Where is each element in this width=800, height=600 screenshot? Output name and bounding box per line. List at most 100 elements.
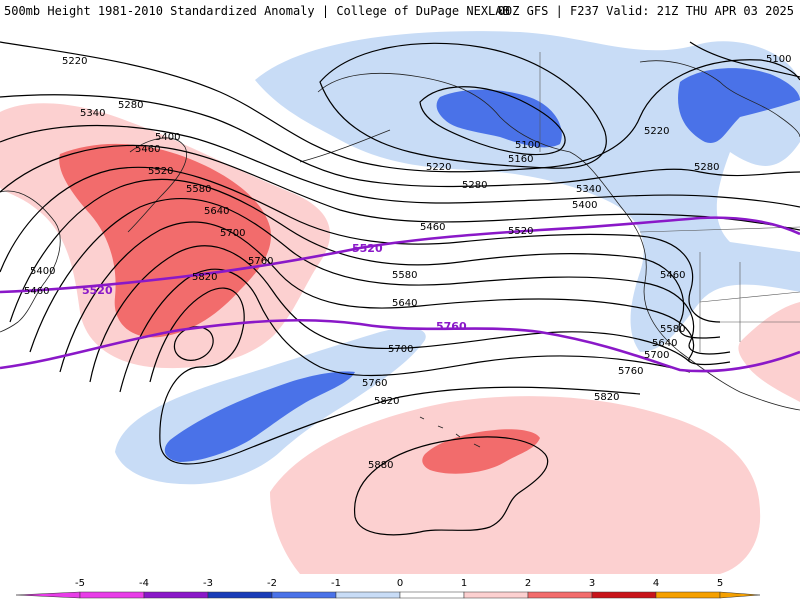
- legend-tick-label: -1: [331, 578, 341, 589]
- contour-label: 5760: [618, 366, 643, 377]
- contour-label: 5880: [368, 460, 393, 471]
- contour-label: 5700: [220, 228, 245, 239]
- header-product-title: 500mb Height 1981-2010 Standardized Anom…: [4, 4, 510, 18]
- positive-anomaly-region-central-pacific: [270, 396, 761, 574]
- contour-label: 5400: [572, 200, 597, 211]
- negative-anomaly-region-alaska-core: [436, 89, 562, 148]
- anomaly-map: 5220 5280 5340 5400 5460 5520 5580 5640 …: [0, 31, 800, 574]
- coastlines: [0, 60, 800, 448]
- legend-color-swatch: [143, 591, 209, 599]
- contour-label: 5700: [388, 344, 413, 355]
- legend-arrow-high: [719, 591, 761, 599]
- coastline-alaska: [317, 72, 800, 411]
- contour-label: 5400: [30, 266, 55, 277]
- coastline-asia: [0, 190, 61, 333]
- highlight-contour-label: 5520: [82, 284, 113, 297]
- highlight-labels: 5520 5520 5760: [82, 242, 467, 333]
- political-borders: [539, 52, 800, 352]
- highlight-contour-5760: [0, 318, 800, 373]
- legend-color-swatch: [591, 591, 657, 599]
- contour-label: 5640: [204, 206, 229, 217]
- contour-label: 5820: [374, 396, 399, 407]
- contour-label: 5220: [644, 126, 669, 137]
- legend-tick-label: 5: [717, 578, 723, 589]
- contour-label: 5580: [660, 324, 685, 335]
- contour-label: 5760: [362, 378, 387, 389]
- legend-color-swatch: [207, 591, 273, 599]
- border-us-canada: [639, 226, 800, 233]
- positive-anomaly-region-east: [738, 302, 800, 402]
- contour-labels: 5220 5280 5340 5400 5460 5520 5580 5640 …: [24, 54, 791, 471]
- contour-label: 5460: [660, 270, 685, 281]
- negative-anomaly-region-alaska: [255, 31, 800, 353]
- contour-label: 5100: [515, 140, 540, 151]
- legend-color-swatch: [335, 591, 401, 599]
- contour-5340: [0, 124, 800, 208]
- anomaly-legend: -5 -4 -3 -2 -1 0 1 2 3 4 5: [0, 574, 800, 600]
- legend-tick-label: 0: [397, 578, 403, 589]
- contour-label: 5820: [192, 272, 217, 283]
- contour-5640: [59, 221, 731, 373]
- contour-5100-alaska: [419, 86, 566, 156]
- legend-tick-label: 4: [653, 578, 659, 589]
- legend-tick-label: -2: [267, 578, 277, 589]
- contour-label: 5520: [148, 166, 173, 177]
- contour-label: 5520: [508, 226, 533, 237]
- contour-label: 5760: [248, 256, 273, 267]
- anomaly-shading: [0, 31, 800, 574]
- contour-label: 5460: [135, 144, 160, 155]
- legend-color-swatch: [79, 591, 145, 599]
- coastline-hudson: [639, 60, 800, 138]
- contour-label: 5220: [426, 162, 451, 173]
- contour-5460: [0, 166, 721, 323]
- contour-5820: [149, 287, 641, 465]
- contour-label: 5340: [80, 108, 105, 119]
- coastline-kamchatka: [127, 137, 187, 233]
- coastline-hawaii: [419, 416, 481, 448]
- legend-tick-label: 1: [461, 578, 467, 589]
- state-lines: [699, 252, 800, 352]
- legend-tick-labels: -5 -4 -3 -2 -1 0 1 2 3 4 5: [75, 578, 723, 589]
- legend-tick-label: 2: [525, 578, 531, 589]
- legend-tick-label: -4: [139, 578, 149, 589]
- contour-label: 5460: [24, 286, 49, 297]
- legend-tick-label: 3: [589, 578, 595, 589]
- legend-color-swatch: [463, 591, 529, 599]
- negative-anomaly-region-pacific-core: [164, 371, 355, 462]
- contour-label: 5280: [462, 180, 487, 191]
- legend-tick-label: -5: [75, 578, 85, 589]
- contour-label: 5220: [62, 56, 87, 67]
- highlight-contours: [0, 216, 800, 373]
- contour-label: 5580: [186, 184, 211, 195]
- contour-label: 5820: [594, 392, 619, 403]
- header-model-valid-time: 00Z GFS | F237 Valid: 21Z THU APR 03 202…: [497, 4, 794, 18]
- highlight-contour-label: 5760: [436, 320, 467, 333]
- contour-5700: [89, 245, 691, 383]
- contour-label: 5640: [392, 298, 417, 309]
- contour-5280: [0, 94, 800, 188]
- contour-label: 5160: [508, 154, 533, 165]
- contour-label: 5640: [652, 338, 677, 349]
- legend-color-swatch: [655, 591, 721, 599]
- contour-label: 5460: [420, 222, 445, 233]
- coastline-aleutians: [299, 129, 391, 163]
- contour-label: 5340: [576, 184, 601, 195]
- legend-color-swatch: [527, 591, 593, 599]
- contour-label: 5280: [118, 100, 143, 111]
- contour-5520: [9, 178, 721, 339]
- contour-label: 5700: [644, 350, 669, 361]
- contour-label: 5580: [392, 270, 417, 281]
- map-header: 500mb Height 1981-2010 Standardized Anom…: [0, 0, 800, 22]
- highlight-contour-5520: [0, 216, 800, 294]
- contour-5760: [119, 268, 691, 393]
- contour-5100-hudson: [689, 41, 800, 78]
- legend-tick-label: -3: [203, 578, 213, 589]
- legend-color-swatch: [271, 591, 337, 599]
- contour-5580: [29, 197, 731, 355]
- legend-color-bar: [15, 591, 761, 599]
- highlight-contour-label: 5520: [352, 242, 383, 255]
- negative-anomaly-region-hudson: [678, 68, 800, 143]
- legend-color-swatch: [399, 591, 465, 599]
- contour-5880: [354, 436, 549, 536]
- contour-5220: [0, 41, 800, 173]
